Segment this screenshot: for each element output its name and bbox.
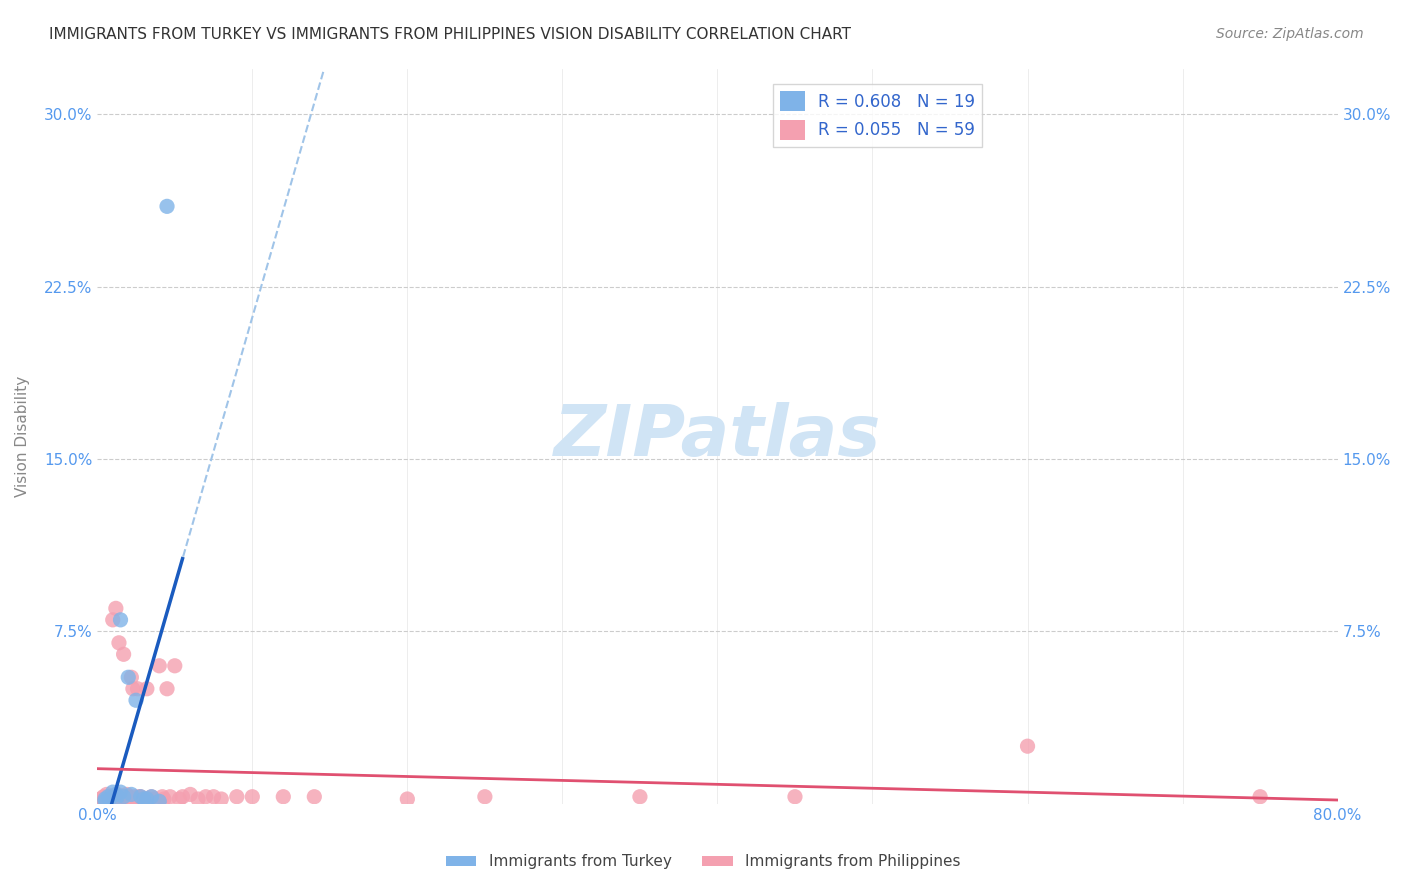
Point <box>150 789 173 804</box>
Point <box>97 789 120 804</box>
Point <box>118 792 141 806</box>
Point <box>225 789 247 804</box>
Point <box>101 613 124 627</box>
Point <box>194 789 217 804</box>
Point <box>172 789 194 804</box>
Point <box>135 681 157 696</box>
Point <box>396 792 419 806</box>
Point <box>148 794 170 808</box>
Point <box>156 681 179 696</box>
Point <box>148 658 170 673</box>
Point <box>240 789 263 804</box>
Point <box>202 789 225 804</box>
Point <box>304 789 326 804</box>
Point <box>107 788 129 802</box>
Point <box>271 789 294 804</box>
Point <box>104 788 127 802</box>
Point <box>125 792 148 806</box>
Point <box>628 789 651 804</box>
Point <box>1249 789 1271 804</box>
Point <box>96 792 118 806</box>
Text: ZIPatlas: ZIPatlas <box>554 401 882 471</box>
Point <box>120 788 142 802</box>
Point <box>98 794 121 808</box>
Point <box>112 648 135 662</box>
Point <box>129 789 152 804</box>
Point <box>104 601 127 615</box>
Point <box>138 792 160 806</box>
Point <box>107 789 129 804</box>
Point <box>156 199 179 213</box>
Point <box>141 789 163 804</box>
Point <box>96 788 118 802</box>
Point <box>100 789 122 804</box>
Point <box>163 658 186 673</box>
Point <box>112 789 135 804</box>
Point <box>117 789 139 804</box>
Point <box>111 792 134 806</box>
Point <box>1017 739 1039 754</box>
Point <box>110 613 132 627</box>
Point <box>132 792 155 806</box>
Point <box>127 681 149 696</box>
Legend: R = 0.608   N = 19, R = 0.055   N = 59: R = 0.608 N = 19, R = 0.055 N = 59 <box>773 84 981 146</box>
Legend: Immigrants from Turkey, Immigrants from Philippines: Immigrants from Turkey, Immigrants from … <box>440 848 966 875</box>
Point <box>94 792 117 806</box>
Point <box>153 792 176 806</box>
Point <box>132 792 155 806</box>
Point <box>103 789 125 804</box>
Point <box>94 792 117 806</box>
Point <box>97 789 120 804</box>
Point <box>135 792 157 806</box>
Point <box>98 792 121 806</box>
Point <box>110 789 132 804</box>
Y-axis label: Vision Disability: Vision Disability <box>15 376 30 497</box>
Point <box>169 792 191 806</box>
Point <box>141 789 163 804</box>
Point <box>187 792 209 806</box>
Point <box>117 670 139 684</box>
Point <box>159 789 181 804</box>
Point <box>98 792 121 806</box>
Point <box>124 789 146 804</box>
Point <box>120 670 142 684</box>
Point <box>474 789 496 804</box>
Point <box>143 792 166 806</box>
Point <box>128 789 150 804</box>
Point <box>89 792 111 806</box>
Point <box>108 636 131 650</box>
Point <box>114 789 136 804</box>
Point <box>209 792 232 806</box>
Point <box>101 792 124 806</box>
Point <box>115 788 138 802</box>
Point <box>122 681 145 696</box>
Point <box>90 794 112 808</box>
Text: Source: ZipAtlas.com: Source: ZipAtlas.com <box>1216 27 1364 41</box>
Point <box>94 794 117 808</box>
Point <box>93 789 115 804</box>
Point <box>125 693 148 707</box>
Point <box>110 785 132 799</box>
Text: IMMIGRANTS FROM TURKEY VS IMMIGRANTS FROM PHILIPPINES VISION DISABILITY CORRELAT: IMMIGRANTS FROM TURKEY VS IMMIGRANTS FRO… <box>49 27 851 42</box>
Point <box>783 789 806 804</box>
Point <box>129 789 152 804</box>
Point <box>94 794 117 808</box>
Point <box>179 788 201 802</box>
Point <box>101 785 124 799</box>
